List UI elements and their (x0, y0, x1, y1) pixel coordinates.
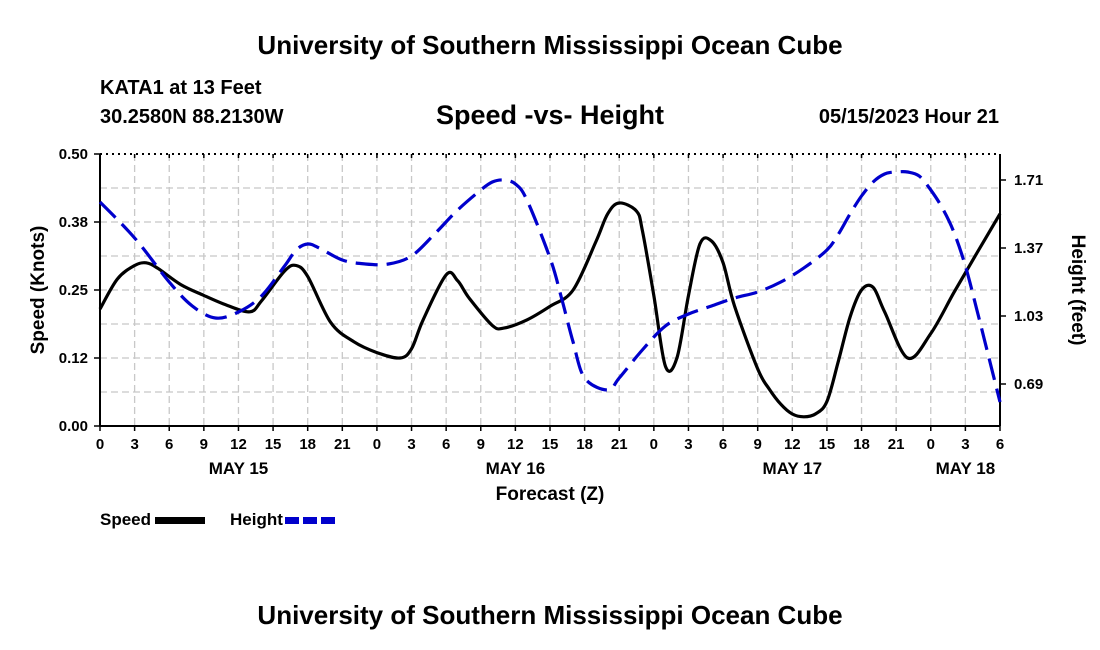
legend-height-swatch (284, 516, 335, 524)
x-tick-label: 12 (507, 436, 524, 453)
x-tick-label: 3 (684, 436, 692, 453)
x-tick-label: 0 (373, 436, 381, 453)
y-axis-label: Speed (Knots) (28, 226, 49, 355)
y-tick-label: 0.00 (59, 418, 88, 435)
x-tick-label: 6 (165, 436, 173, 453)
x-tick-label: 0 (927, 436, 935, 453)
x-tick-label: 3 (961, 436, 969, 453)
x-tick-label: 21 (334, 436, 351, 453)
x-tick-label: 6 (996, 436, 1004, 453)
legend-height: Height (230, 510, 335, 530)
x-tick-label: 9 (200, 436, 208, 453)
page-title: University of Southern Mississippi Ocean… (257, 30, 843, 60)
x-tick-label: 15 (265, 436, 282, 453)
chart-title: Speed -vs- Height (435, 100, 665, 130)
y-tick-label: 0.38 (59, 214, 88, 231)
y2-tick-label: 0.69 (1014, 376, 1043, 393)
legend-speed-label: Speed (100, 510, 152, 529)
x-tick-label: 9 (754, 436, 762, 453)
x-tick-label: 6 (719, 436, 727, 453)
date-label: MAY 18 (936, 459, 996, 478)
forecast-timestamp: 05/15/2023 Hour 21 (818, 106, 999, 128)
x-tick-label: 21 (611, 436, 628, 453)
x-tick-label: 0 (650, 436, 658, 453)
footer-title: University of Southern Mississippi Ocean… (257, 600, 843, 630)
date-label: MAY 16 (486, 459, 546, 478)
x-tick-label: 9 (477, 436, 485, 453)
y2-tick-label: 1.71 (1014, 172, 1043, 189)
x-tick-label: 18 (853, 436, 870, 453)
x-tick-label: 18 (299, 436, 316, 453)
x-tick-label: 18 (576, 436, 593, 453)
y-tick-label: 0.25 (59, 282, 88, 299)
x-tick-label: 3 (407, 436, 415, 453)
station-coordinates: 30.2580N 88.2130W (100, 106, 284, 128)
x-tick-label: 15 (542, 436, 559, 453)
x-axis-label: Forecast (Z) (496, 484, 605, 505)
x-tick-label: 15 (819, 436, 836, 453)
y2-tick-label: 1.37 (1014, 240, 1043, 257)
legend-height-label: Height (230, 510, 283, 529)
series-line-height (98, 170, 1002, 403)
y-tick-label: 0.12 (59, 350, 88, 367)
x-tick-label: 0 (96, 436, 104, 453)
date-label: MAY 17 (763, 459, 823, 478)
x-tick-label: 6 (442, 436, 450, 453)
y2-tick-label: 1.03 (1014, 308, 1043, 325)
station-label: KATA1 at 13 Feet (100, 77, 262, 99)
legend-speed: Speed (100, 510, 206, 530)
x-tick-label: 3 (130, 436, 138, 453)
series-line-speed (98, 201, 1002, 419)
x-tick-label: 21 (888, 436, 905, 453)
x-tick-label: 12 (784, 436, 801, 453)
legend-speed-swatch (155, 516, 206, 524)
x-tick-label: 12 (230, 436, 247, 453)
y-tick-label: 0.50 (59, 146, 88, 163)
y2-axis-label: Height (feet) (1067, 235, 1088, 346)
date-label: MAY 15 (209, 459, 269, 478)
